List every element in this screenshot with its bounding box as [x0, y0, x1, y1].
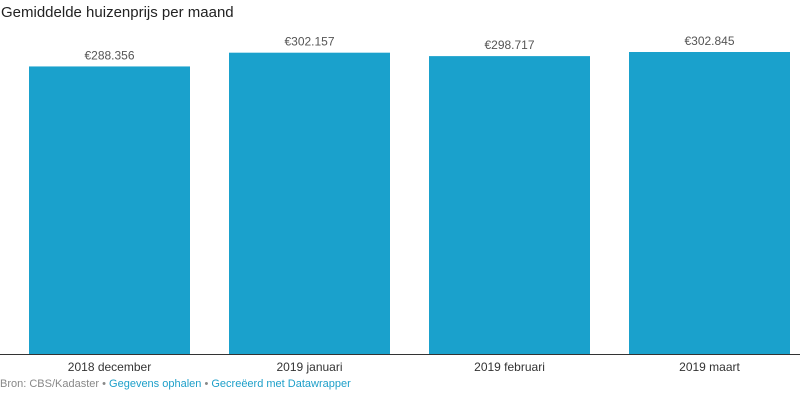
x-tick-label: 2018 december — [68, 360, 151, 374]
datawrapper-link[interactable]: Gecreëerd met Datawrapper — [211, 378, 351, 390]
get-data-link[interactable]: Gegevens ophalen — [109, 378, 202, 390]
chart-title: Gemiddelde huizenprijs per maand — [1, 4, 234, 21]
source-text: Bron: CBS/Kadaster — [0, 378, 100, 390]
footer-separator: • — [99, 378, 110, 390]
bar-value-label: €302.845 — [684, 34, 734, 48]
bar-3 — [429, 56, 590, 354]
bar-value-label: €288.356 — [84, 48, 134, 62]
x-tick-label: 2019 januari — [276, 360, 342, 374]
x-tick-label: 2019 februari — [474, 360, 545, 374]
bar-value-label: €298.717 — [484, 38, 534, 52]
bar-4 — [629, 52, 790, 354]
footer-separator: • — [201, 378, 212, 390]
bar-1 — [29, 66, 190, 354]
x-tick-label: 2019 maart — [679, 360, 740, 374]
chart-footer: Bron: CBS/Kadaster • Gegevens ophalen • … — [0, 378, 351, 390]
bar-2 — [229, 52, 390, 354]
bar-chart: €288.356 2018 december €302.157 2019 januar… — [0, 34, 800, 374]
bar-value-label: €302.157 — [284, 35, 334, 49]
